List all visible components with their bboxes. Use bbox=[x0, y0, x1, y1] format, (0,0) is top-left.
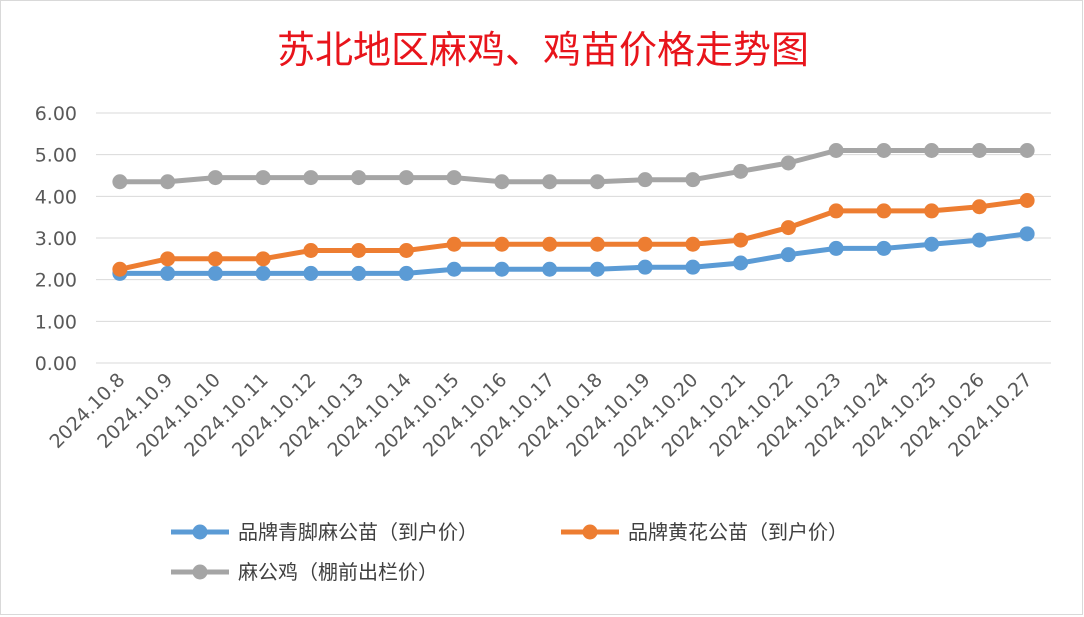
data-point bbox=[828, 143, 844, 158]
data-point bbox=[589, 261, 605, 277]
y-tick-label: 3.00 bbox=[35, 228, 77, 250]
legend-marker bbox=[582, 524, 598, 540]
data-point bbox=[924, 143, 940, 158]
series-3 bbox=[112, 143, 1035, 190]
data-point bbox=[924, 203, 940, 219]
data-point bbox=[733, 163, 749, 179]
legend-label: 品牌黄花公苗（到户价） bbox=[628, 520, 848, 544]
data-point bbox=[160, 174, 176, 190]
data-point bbox=[828, 203, 844, 219]
data-point bbox=[876, 203, 892, 219]
data-point bbox=[542, 261, 558, 277]
data-point bbox=[351, 265, 367, 281]
data-point bbox=[780, 155, 796, 171]
series-2 bbox=[112, 193, 1035, 277]
data-point bbox=[637, 259, 653, 275]
y-tick-label: 0.00 bbox=[35, 353, 77, 375]
legend-item: 麻公鸡（棚前出栏价） bbox=[171, 560, 438, 584]
y-tick-label: 6.00 bbox=[35, 103, 77, 125]
data-point bbox=[207, 170, 223, 186]
legend: 品牌青脚麻公苗（到户价） 品牌黄花公苗（到户价） 麻公鸡（棚前出栏价） bbox=[171, 520, 848, 584]
data-point bbox=[1019, 226, 1035, 242]
data-point bbox=[828, 240, 844, 256]
data-point bbox=[255, 251, 271, 267]
data-point bbox=[971, 143, 987, 158]
series-1 bbox=[112, 226, 1035, 281]
data-point bbox=[398, 265, 414, 281]
series-line bbox=[117, 231, 1030, 276]
data-point bbox=[303, 170, 319, 186]
x-axis-ticks: 2024.10.82024.10.92024.10.102024.10.1120… bbox=[45, 369, 1036, 461]
data-point bbox=[160, 251, 176, 267]
data-point bbox=[255, 265, 271, 281]
legend-label: 麻公鸡（棚前出栏价） bbox=[238, 560, 438, 584]
data-point bbox=[637, 236, 653, 252]
legend-label: 品牌青脚麻公苗（到户价） bbox=[238, 520, 478, 544]
data-point bbox=[542, 174, 558, 190]
data-point bbox=[733, 232, 749, 248]
data-point bbox=[924, 236, 940, 252]
y-tick-label: 2.00 bbox=[35, 270, 77, 292]
data-point bbox=[303, 265, 319, 281]
data-point bbox=[733, 255, 749, 271]
data-point bbox=[685, 259, 701, 275]
data-point bbox=[446, 236, 462, 252]
data-point bbox=[351, 170, 367, 186]
data-point bbox=[971, 199, 987, 215]
data-point bbox=[780, 220, 796, 236]
data-point bbox=[446, 261, 462, 277]
data-point bbox=[637, 172, 653, 188]
data-point bbox=[1019, 193, 1035, 208]
data-point bbox=[207, 251, 223, 267]
y-tick-label: 1.00 bbox=[35, 311, 77, 333]
data-point bbox=[971, 232, 987, 248]
legend-marker bbox=[192, 564, 208, 580]
data-point bbox=[207, 265, 223, 281]
data-point bbox=[589, 236, 605, 252]
data-point bbox=[876, 240, 892, 256]
data-point bbox=[398, 170, 414, 186]
series-group bbox=[112, 143, 1035, 281]
y-tick-label: 5.00 bbox=[35, 145, 77, 167]
series-line bbox=[117, 148, 1030, 185]
data-point bbox=[494, 174, 510, 190]
data-point bbox=[542, 236, 558, 252]
data-point bbox=[494, 261, 510, 277]
data-point bbox=[446, 170, 462, 186]
y-axis-ticks: 0.00 1.00 2.00 3.00 4.00 5.00 6.00 bbox=[35, 103, 77, 375]
data-point bbox=[303, 243, 319, 258]
data-point bbox=[685, 172, 701, 188]
data-point bbox=[494, 236, 510, 252]
legend-item: 品牌黄花公苗（到户价） bbox=[561, 520, 848, 544]
data-point bbox=[398, 243, 414, 258]
data-point bbox=[255, 170, 271, 186]
data-point bbox=[351, 243, 367, 258]
data-point bbox=[112, 174, 128, 190]
data-point bbox=[685, 236, 701, 252]
chart-title: 苏北地区麻鸡、鸡苗价格走势图 bbox=[277, 28, 809, 72]
data-point bbox=[1019, 143, 1035, 158]
series-line bbox=[117, 198, 1030, 272]
legend-marker bbox=[192, 524, 208, 540]
y-tick-label: 4.00 bbox=[35, 186, 77, 208]
data-point bbox=[876, 143, 892, 158]
data-point bbox=[780, 247, 796, 263]
gridlines bbox=[96, 112, 1051, 364]
data-point bbox=[112, 261, 128, 277]
data-point bbox=[589, 174, 605, 190]
legend-item: 品牌青脚麻公苗（到户价） bbox=[171, 520, 478, 544]
data-point bbox=[160, 265, 176, 281]
